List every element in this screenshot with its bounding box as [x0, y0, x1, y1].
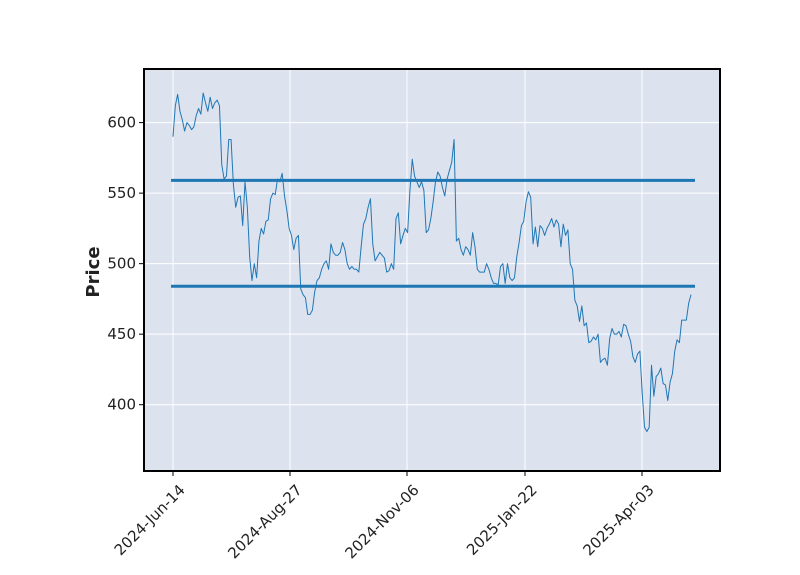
y-tick-label: 400 [107, 396, 136, 414]
x-tick-label: 2024-Nov-06 [341, 481, 422, 562]
x-tick-label: 2025-Jan-22 [463, 481, 541, 559]
y-tick-label: 500 [107, 255, 136, 273]
y-tick-label: 600 [107, 114, 136, 132]
horizontal-reference-lines [171, 178, 695, 288]
plot-frame [143, 68, 721, 472]
y-tick-label: 550 [107, 184, 136, 202]
x-tick-label: 2024-Aug-27 [224, 481, 305, 562]
y-tick-label: 450 [107, 325, 136, 343]
y-axis-label: Price [83, 246, 104, 297]
x-axis: 2024-Jun-14 2024-Aug-27 2024-Nov-06 2025-Ja… [111, 471, 658, 562]
x-tick-label: 2024-Jun-14 [111, 481, 189, 559]
price-series-line [172, 92, 692, 433]
y-axis: 400 450 500 550 600 [107, 114, 144, 414]
plot-area [144, 69, 720, 471]
x-tick-label: 2025-Apr-03 [579, 481, 657, 559]
